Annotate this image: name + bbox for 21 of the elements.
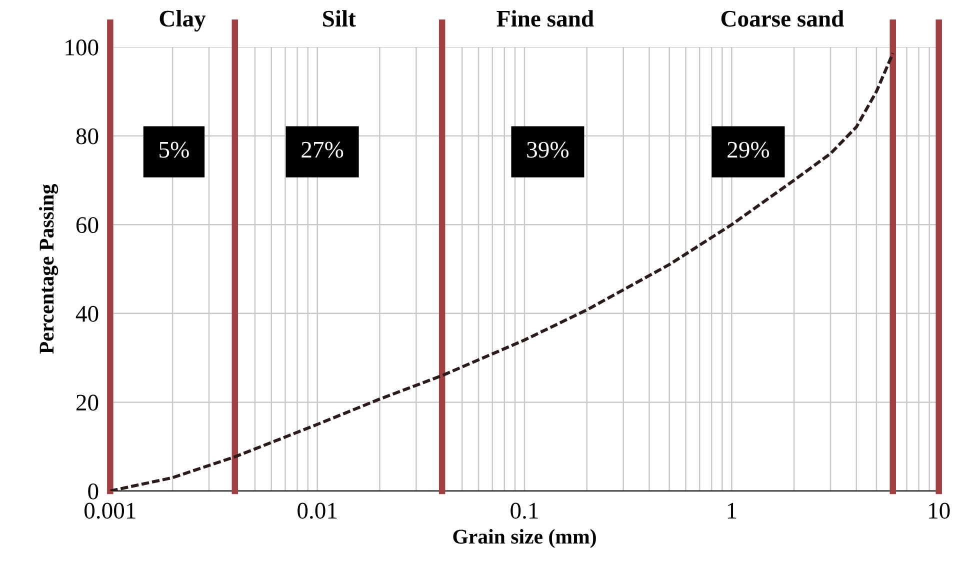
y-tick-label: 0: [88, 483, 98, 500]
x-axis-title: Grain size (mm): [453, 529, 596, 548]
y-tick-label: 80: [76, 128, 98, 144]
x-tick-label: 0.01: [298, 502, 337, 519]
x-tick-label: 10: [929, 502, 950, 519]
x-tick-label: 1: [728, 502, 736, 518]
y-tick-label: 60: [76, 217, 98, 234]
annotation: 5%: [160, 142, 189, 158]
text: Fine sand: [496, 10, 594, 27]
text: Silt: [323, 10, 356, 27]
text: Clay: [160, 10, 206, 32]
x-tick-label: 0.001: [84, 502, 136, 519]
y-axis-title: Percentage Passing: [39, 184, 58, 354]
annotation: 27%: [302, 142, 344, 158]
y-tick-label: 20: [76, 394, 98, 411]
annotation: 29%: [728, 142, 770, 158]
y-tick-label: 40: [76, 306, 98, 322]
x-tick-label: 0.1: [510, 502, 538, 519]
text: Coarse sand: [721, 10, 844, 27]
annotation: 39%: [527, 142, 569, 158]
y-tick-label: 100: [66, 40, 98, 56]
